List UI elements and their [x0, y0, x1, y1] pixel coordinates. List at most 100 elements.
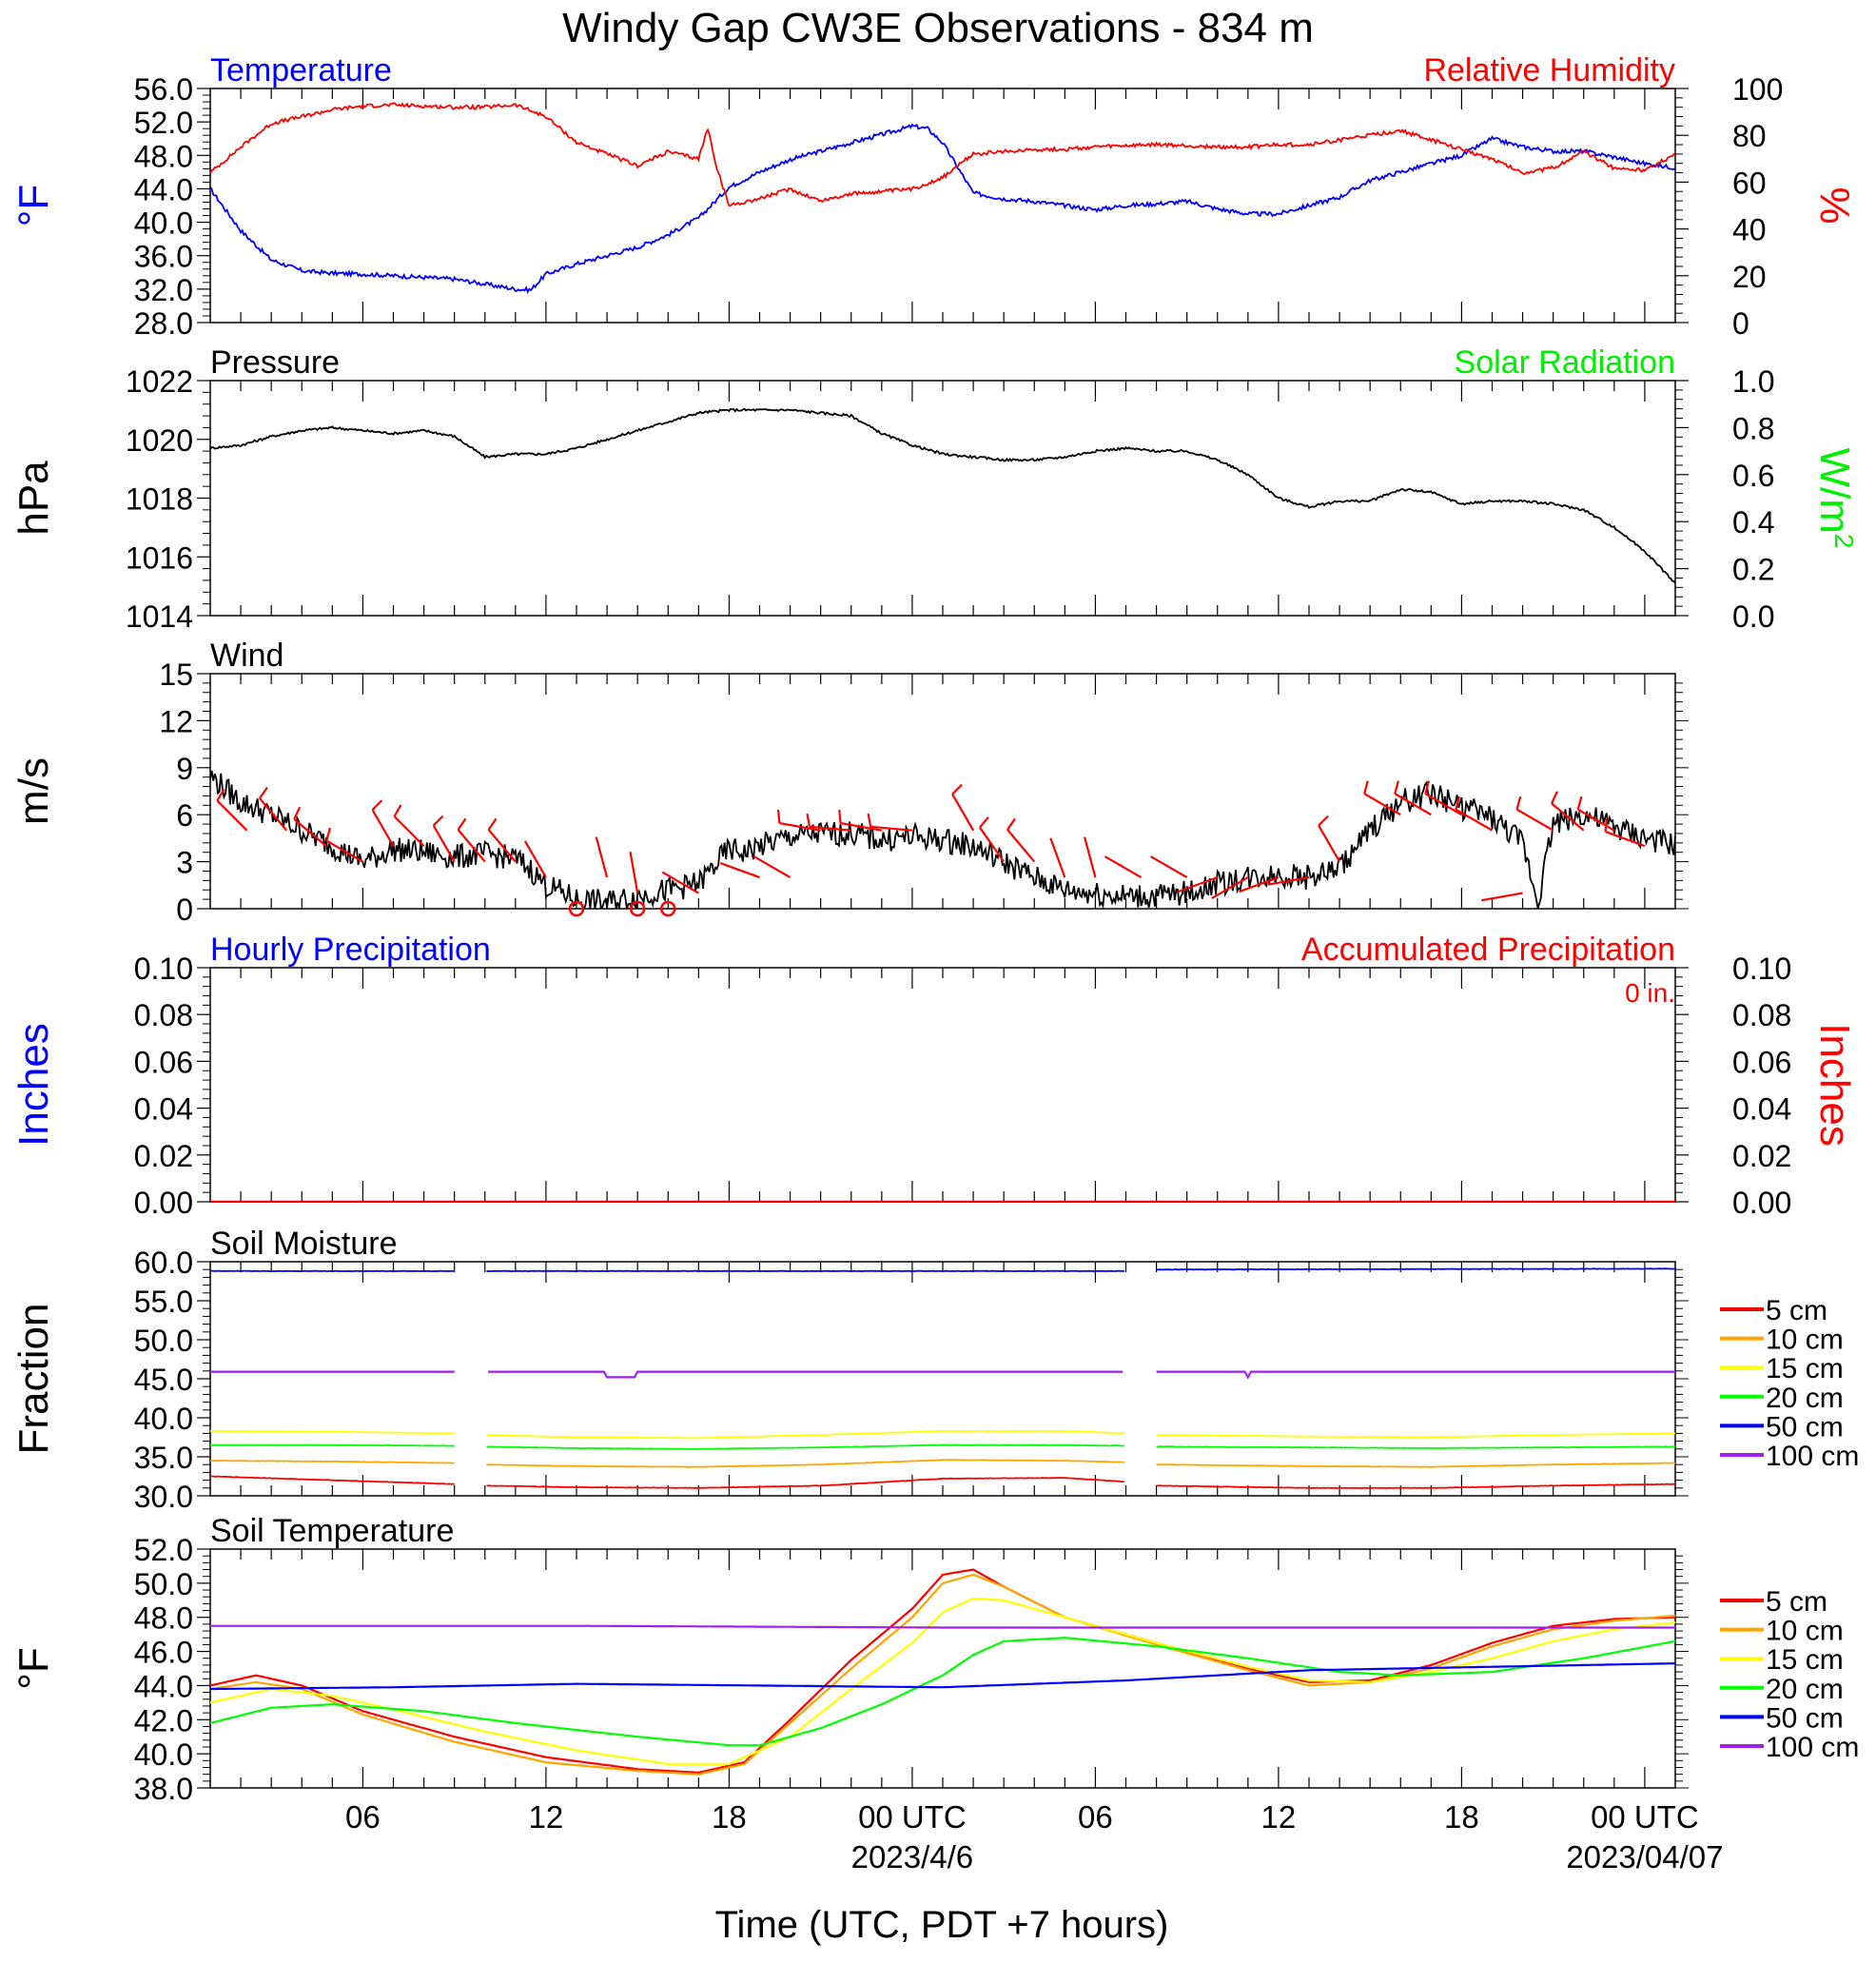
right-tick-label: 0.2 — [1732, 553, 1774, 587]
legend-label: 100 cm — [1766, 1441, 1859, 1472]
legend-label: 50 cm — [1766, 1411, 1844, 1443]
left-tick-label: 45.0 — [134, 1363, 193, 1397]
left-tick-label: 30.0 — [134, 1480, 193, 1514]
left-tick-label: 40.0 — [134, 1737, 193, 1772]
legend-label: 100 cm — [1766, 1732, 1859, 1763]
right-tick-label: 0.08 — [1732, 998, 1791, 1032]
left-unit-label: Inches — [10, 1023, 57, 1147]
left-tick-label: 50.0 — [134, 1324, 193, 1358]
left-tick-label: 40.0 — [134, 1402, 193, 1436]
legend-label: 10 cm — [1766, 1616, 1844, 1647]
legend-label: 15 cm — [1766, 1353, 1844, 1384]
right-tick-label: 0.4 — [1732, 505, 1774, 540]
left-tick-label: 38.0 — [134, 1772, 193, 1806]
left-unit-label: Fraction — [10, 1304, 57, 1455]
left-tick-label: 1018 — [126, 482, 193, 517]
left-tick-label: 42.0 — [134, 1703, 193, 1737]
panel-left-title: Temperature — [210, 52, 392, 88]
panel-right-title: Relative Humidity — [1423, 52, 1675, 88]
panel-right-title: Accumulated Precipitation — [1301, 932, 1675, 968]
left-tick-label: 50.0 — [134, 1567, 193, 1601]
x-tick-label: 12 — [1261, 1799, 1297, 1835]
series-line-20-cm — [210, 1445, 455, 1446]
left-tick-label: 40.0 — [134, 206, 193, 241]
panel-right-title: Solar Radiation — [1455, 344, 1675, 381]
left-tick-label: 1022 — [126, 364, 193, 399]
x-tick-label: 00 UTC — [1591, 1799, 1699, 1835]
left-tick-label: 1020 — [126, 423, 193, 458]
wind-barb-flag — [839, 810, 840, 823]
left-tick-label: 0.06 — [134, 1045, 193, 1079]
left-unit-label: m/s — [10, 757, 57, 825]
right-tick-label: 0.04 — [1732, 1092, 1791, 1127]
wind-barb-flag — [1606, 818, 1607, 832]
right-tick-label: 60 — [1732, 166, 1767, 200]
x-date-label: 2023/4/6 — [851, 1839, 973, 1875]
right-tick-label: 20 — [1732, 260, 1767, 294]
right-tick-label: 80 — [1732, 119, 1767, 153]
left-tick-label: 0.10 — [134, 952, 193, 986]
left-tick-label: 55.0 — [134, 1285, 193, 1319]
legend-label: 5 cm — [1766, 1586, 1827, 1618]
left-unit-label: hPa — [10, 461, 57, 536]
right-tick-label: 100 — [1732, 72, 1783, 107]
chart-title: Windy Gap CW3E Observations - 834 m — [562, 5, 1314, 51]
left-tick-label: 1014 — [126, 599, 193, 634]
panel-left-title: Wind — [210, 638, 283, 674]
right-tick-label: 0.6 — [1732, 459, 1774, 493]
left-tick-label: 60.0 — [134, 1246, 193, 1280]
x-tick-label: 12 — [529, 1799, 564, 1835]
left-tick-label: 0.02 — [134, 1139, 193, 1173]
right-tick-label: 0.00 — [1732, 1186, 1791, 1220]
left-tick-label: 1016 — [126, 540, 193, 575]
panel-annotation: 0 in. — [1625, 978, 1675, 1008]
x-date-label: 2023/04/07 — [1566, 1839, 1723, 1875]
legend-label: 20 cm — [1766, 1674, 1844, 1705]
left-tick-label: 0.00 — [134, 1186, 193, 1220]
left-tick-label: 52.0 — [134, 1533, 193, 1567]
left-tick-label: 3 — [176, 846, 193, 880]
right-tick-label: 1.0 — [1732, 364, 1774, 399]
left-unit-label: °F — [10, 185, 57, 226]
x-tick-label: 18 — [1444, 1799, 1479, 1835]
left-tick-label: 0.04 — [134, 1092, 193, 1127]
left-tick-label: 44.0 — [134, 1669, 193, 1703]
wind-barb-flag — [778, 810, 779, 823]
left-unit-label: °F — [10, 1647, 57, 1689]
right-tick-label: 40 — [1732, 213, 1767, 247]
left-tick-label: 36.0 — [134, 240, 193, 274]
left-tick-label: 0 — [176, 893, 193, 927]
left-tick-label: 9 — [176, 752, 193, 786]
x-tick-label: 00 UTC — [858, 1799, 967, 1835]
right-unit-superscript: 2 — [1830, 534, 1860, 549]
right-tick-label: 0 — [1732, 306, 1749, 341]
left-tick-label: 35.0 — [134, 1441, 193, 1475]
legend-label: 15 cm — [1766, 1644, 1844, 1676]
left-tick-label: 12 — [159, 704, 193, 738]
left-tick-label: 0.08 — [134, 998, 193, 1032]
x-tick-label: 18 — [712, 1799, 747, 1835]
left-tick-label: 52.0 — [134, 106, 193, 140]
right-tick-label: 0.06 — [1732, 1045, 1791, 1079]
left-tick-label: 48.0 — [134, 139, 193, 173]
left-tick-label: 56.0 — [134, 72, 193, 107]
right-tick-label: 0.10 — [1732, 952, 1791, 986]
left-tick-label: 6 — [176, 798, 193, 833]
right-tick-label: 0.02 — [1732, 1139, 1791, 1173]
legend-label: 20 cm — [1766, 1383, 1844, 1414]
right-unit-label: % — [1811, 186, 1858, 224]
x-axis-label: Time (UTC, PDT +7 hours) — [715, 1904, 1169, 1946]
left-tick-label: 15 — [159, 658, 193, 692]
right-tick-label: 0.0 — [1732, 599, 1774, 634]
right-unit-label: Inches — [1811, 1023, 1858, 1147]
legend-label: 50 cm — [1766, 1702, 1844, 1734]
right-tick-label: 0.8 — [1732, 411, 1774, 445]
left-tick-label: 44.0 — [134, 172, 193, 206]
legend-label: 5 cm — [1766, 1295, 1827, 1326]
panel-left-title: Pressure — [210, 344, 340, 381]
right-unit-label: W/m2 — [1811, 448, 1860, 549]
left-tick-label: 32.0 — [134, 273, 193, 307]
left-tick-label: 46.0 — [134, 1636, 193, 1670]
panel-left-title: Soil Temperature — [210, 1513, 454, 1549]
